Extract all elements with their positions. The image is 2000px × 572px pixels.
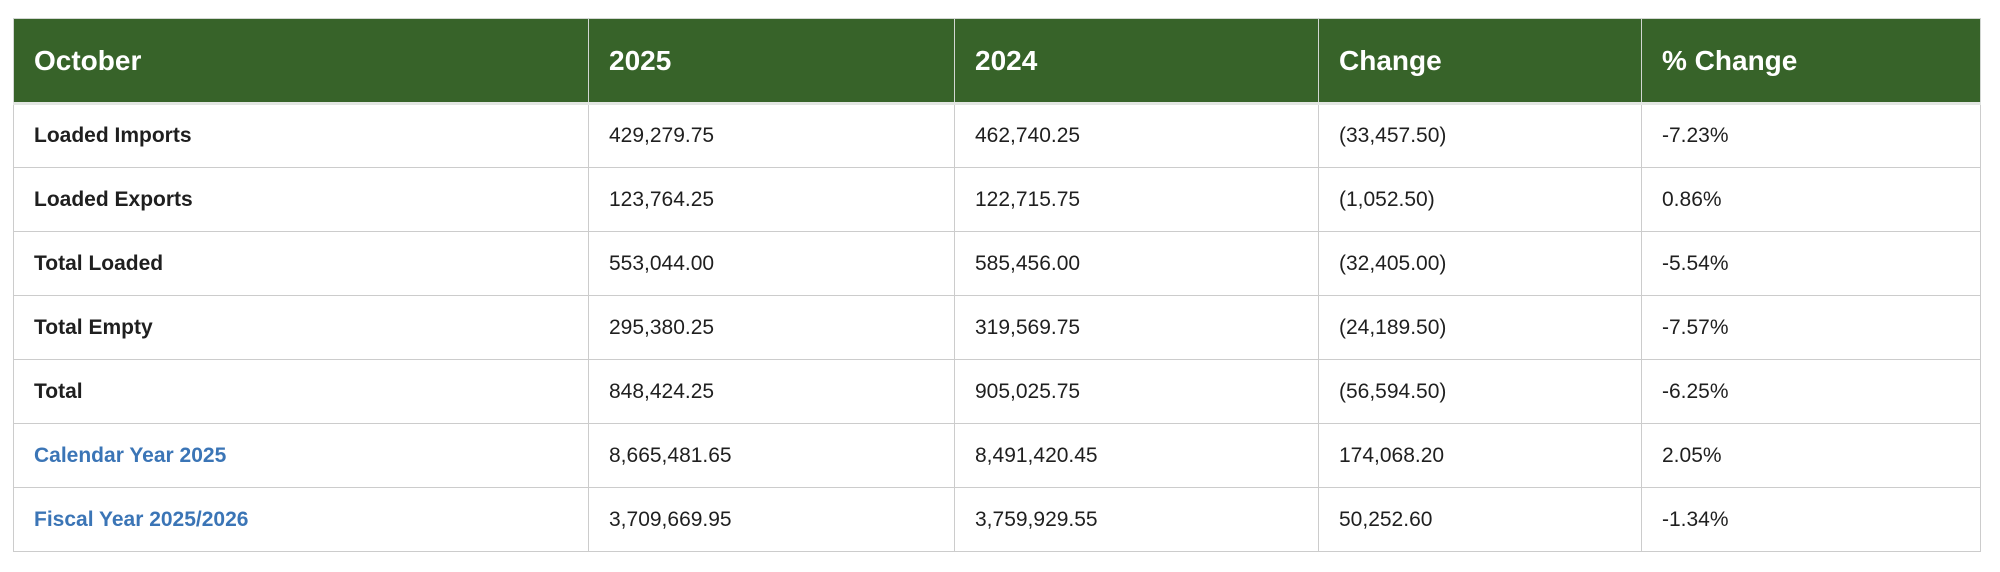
table-row-total-empty: Total Empty 295,380.25 319,569.75 (24,18…: [13, 295, 1981, 360]
value-current-year: 295,380.25: [588, 295, 955, 360]
value-prior-year: 585,456.00: [954, 231, 1319, 296]
calendar-year-link[interactable]: Calendar Year 2025: [34, 443, 227, 467]
value-change: 174,068.20: [1318, 423, 1642, 488]
row-label: Calendar Year 2025: [13, 423, 589, 488]
row-label: Total: [13, 359, 589, 424]
row-label: Loaded Exports: [13, 167, 589, 232]
value-prior-year: 319,569.75: [954, 295, 1319, 360]
column-header-current-year: 2025: [588, 18, 955, 105]
column-header-pct-change: % Change: [1641, 18, 1981, 105]
row-label: Fiscal Year 2025/2026: [13, 487, 589, 552]
value-change: 50,252.60: [1318, 487, 1642, 552]
table-row-loaded-imports: Loaded Imports 429,279.75 462,740.25 (33…: [13, 103, 1981, 168]
table-row-fiscal-year: Fiscal Year 2025/2026 3,709,669.95 3,759…: [13, 487, 1981, 552]
value-current-year: 848,424.25: [588, 359, 955, 424]
value-pct-change: -1.34%: [1641, 487, 1981, 552]
value-current-year: 553,044.00: [588, 231, 955, 296]
value-prior-year: 8,491,420.45: [954, 423, 1319, 488]
value-pct-change: -6.25%: [1641, 359, 1981, 424]
value-change: (56,594.50): [1318, 359, 1642, 424]
fiscal-year-link[interactable]: Fiscal Year 2025/2026: [34, 507, 249, 531]
value-change: (33,457.50): [1318, 103, 1642, 168]
monthly-cargo-stats-table: October 2025 2024 Change % Change Loaded…: [13, 18, 1981, 552]
table-row-loaded-exports: Loaded Exports 123,764.25 122,715.75 (1,…: [13, 167, 1981, 232]
table-row-total-loaded: Total Loaded 553,044.00 585,456.00 (32,4…: [13, 231, 1981, 296]
header-row: October 2025 2024 Change % Change: [13, 18, 1981, 105]
value-pct-change: -5.54%: [1641, 231, 1981, 296]
value-pct-change: -7.57%: [1641, 295, 1981, 360]
value-pct-change: 0.86%: [1641, 167, 1981, 232]
value-pct-change: 2.05%: [1641, 423, 1981, 488]
row-label: Total Loaded: [13, 231, 589, 296]
value-change: (1,052.50): [1318, 167, 1642, 232]
value-prior-year: 122,715.75: [954, 167, 1319, 232]
table-row-total: Total 848,424.25 905,025.75 (56,594.50) …: [13, 359, 1981, 424]
row-label: Loaded Imports: [13, 103, 589, 168]
value-current-year: 3,709,669.95: [588, 487, 955, 552]
value-prior-year: 905,025.75: [954, 359, 1319, 424]
value-current-year: 429,279.75: [588, 103, 955, 168]
table-row-calendar-year: Calendar Year 2025 8,665,481.65 8,491,42…: [13, 423, 1981, 488]
value-change: (24,189.50): [1318, 295, 1642, 360]
value-prior-year: 3,759,929.55: [954, 487, 1319, 552]
column-header-month: October: [13, 18, 589, 105]
value-pct-change: -7.23%: [1641, 103, 1981, 168]
value-current-year: 8,665,481.65: [588, 423, 955, 488]
column-header-change: Change: [1318, 18, 1642, 105]
value-prior-year: 462,740.25: [954, 103, 1319, 168]
value-current-year: 123,764.25: [588, 167, 955, 232]
value-change: (32,405.00): [1318, 231, 1642, 296]
column-header-prior-year: 2024: [954, 18, 1319, 105]
row-label: Total Empty: [13, 295, 589, 360]
